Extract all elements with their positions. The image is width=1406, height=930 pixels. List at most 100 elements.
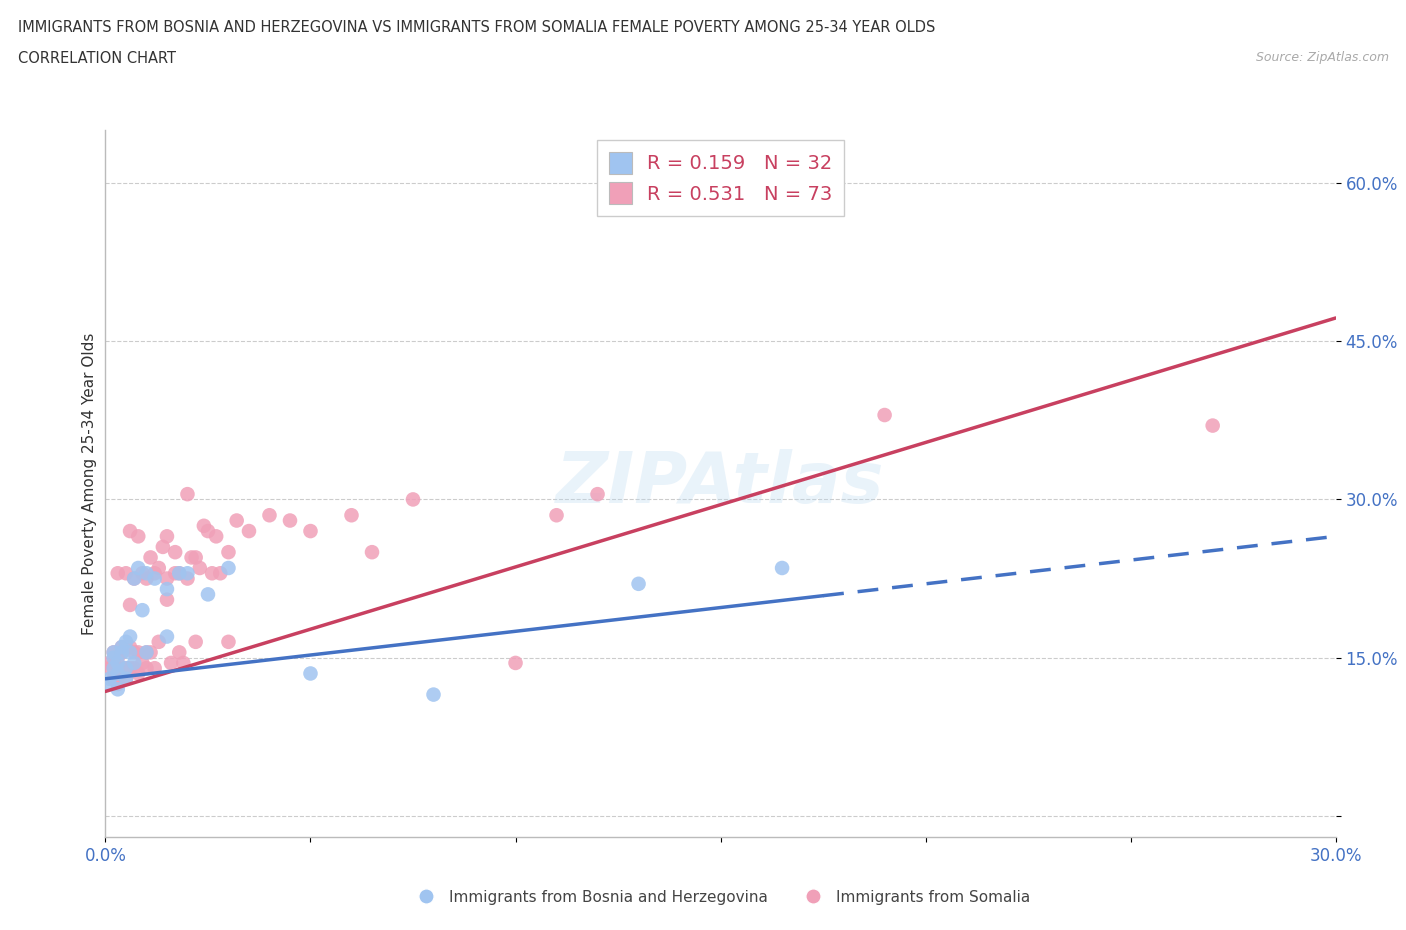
Point [115,671,138,686]
Point [165,545,187,560]
Point [505,656,527,671]
Point [184,550,207,565]
Point [131,656,153,671]
Point [107,677,129,692]
Point [111,644,134,659]
Point [122,656,145,671]
Point [135,644,157,659]
Point [188,561,211,576]
Point [103,650,125,665]
Point [115,565,138,580]
Point [299,666,322,681]
Point [225,513,247,528]
Point [169,565,191,580]
Point [111,640,134,655]
Point [131,603,153,618]
Point [120,524,141,538]
Point [156,592,179,607]
Point [122,644,145,659]
Point [103,656,125,671]
Point [115,634,138,649]
Point [120,629,141,644]
Point [402,492,425,507]
Point [156,581,179,596]
Text: IMMIGRANTS FROM BOSNIA AND HERZEGOVINA VS IMMIGRANTS FROM SOMALIA FEMALE POVERTY: IMMIGRANTS FROM BOSNIA AND HERZEGOVINA V… [18,20,935,35]
Point [169,644,191,659]
Point [143,661,166,676]
Point [299,524,322,538]
Point [586,486,609,501]
Point [143,571,166,586]
Point [209,565,232,580]
Point [176,571,198,586]
Point [120,661,141,676]
Point [422,687,444,702]
Point [218,545,240,560]
Point [115,661,138,676]
Point [139,644,162,659]
Point [107,682,129,697]
Point [107,656,129,671]
Point [169,565,191,580]
Point [115,661,138,676]
Point [172,656,194,671]
Point [143,565,166,580]
Point [176,565,198,580]
Text: ZIPAtlas: ZIPAtlas [557,449,884,518]
Point [131,565,153,580]
Point [627,577,650,591]
Point [111,666,134,681]
Point [135,661,157,676]
Point [201,565,224,580]
Point [127,561,149,576]
Text: Source: ZipAtlas.com: Source: ZipAtlas.com [1256,51,1389,64]
Point [156,571,179,586]
Point [135,571,157,586]
Point [103,661,125,676]
Point [111,644,134,659]
Point [103,671,125,686]
Point [197,587,219,602]
Point [98,671,121,686]
Point [135,565,157,580]
Point [98,677,121,692]
Point [176,486,198,501]
Point [127,529,149,544]
Point [156,629,179,644]
Point [111,640,134,655]
Point [127,644,149,659]
Point [107,661,129,676]
Point [873,407,896,422]
Point [197,524,219,538]
Point [152,539,174,554]
Point [122,661,145,676]
Point [259,508,281,523]
Point [107,565,129,580]
Point [98,661,121,676]
Legend: Immigrants from Bosnia and Herzegovina, Immigrants from Somalia: Immigrants from Bosnia and Herzegovina, … [405,884,1036,910]
Point [148,634,170,649]
Point [103,644,125,659]
Point [218,634,240,649]
Point [135,644,157,659]
Point [103,644,125,659]
Point [238,524,260,538]
Text: CORRELATION CHART: CORRELATION CHART [18,51,176,66]
Point [120,597,141,612]
Point [184,634,207,649]
Point [115,640,138,655]
Point [122,571,145,586]
Point [205,529,228,544]
Point [193,518,215,533]
Point [160,656,183,671]
Point [107,666,129,681]
Point [340,508,363,523]
Point [139,550,162,565]
Point [770,561,793,576]
Point [98,656,121,671]
Point [278,513,301,528]
Point [546,508,568,523]
Point [127,666,149,681]
Point [1202,418,1225,433]
Point [361,545,384,560]
